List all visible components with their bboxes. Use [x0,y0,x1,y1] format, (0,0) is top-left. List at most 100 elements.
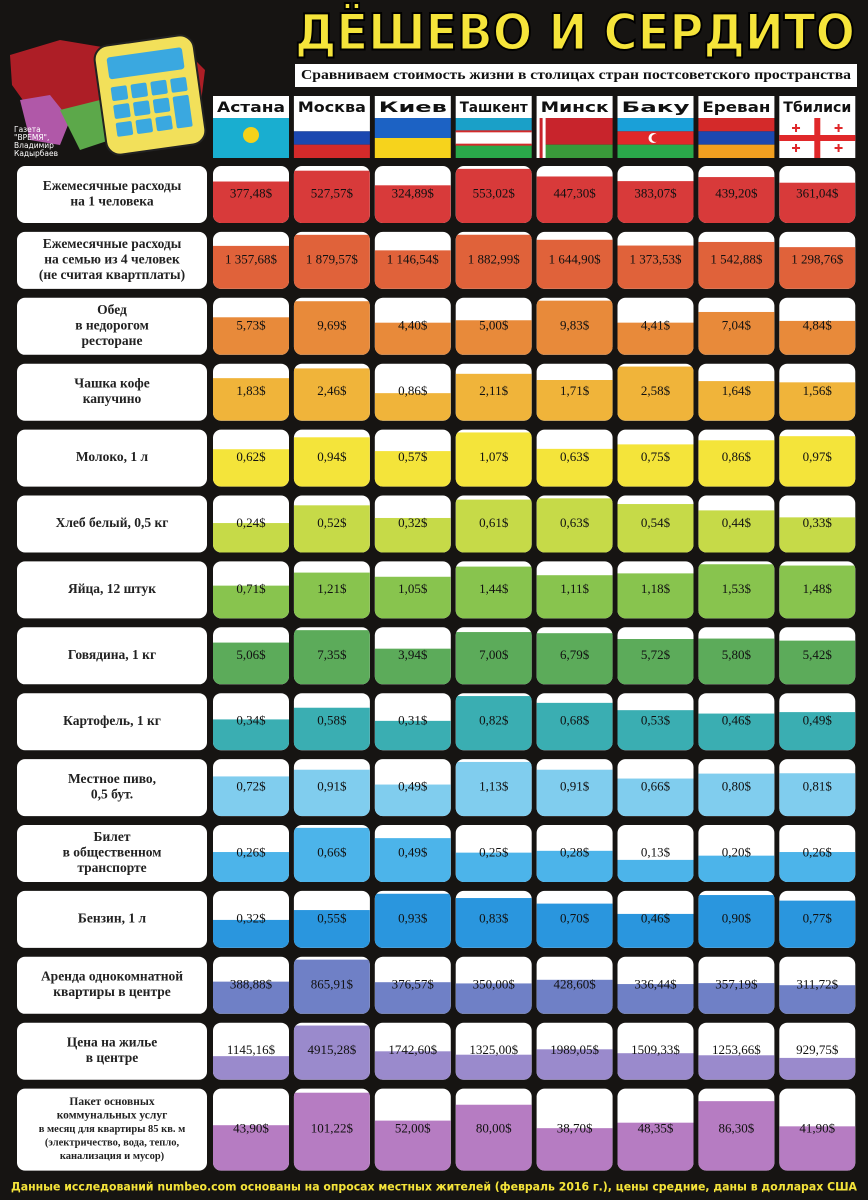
value-label: 52,00$ [395,1121,431,1136]
row-label-box [17,825,207,882]
value-label: 324,89$ [392,185,435,200]
value-fill [213,719,289,751]
flag-stripe [374,118,451,138]
value-fill [455,632,532,685]
row-label: Говядина, 1 кг [68,647,156,662]
value-label: 2,11$ [479,383,508,398]
value-fill [617,913,694,948]
row-label-box [17,429,207,487]
value-label: 6,79$ [560,647,590,662]
value-label: 0,54$ [641,515,671,530]
value-label: 1,18$ [641,581,671,596]
flag-stripe [617,144,694,158]
value-fill [536,702,613,751]
value-fill [779,565,856,619]
value-label: 4,84$ [803,317,833,332]
value-fill [213,642,289,685]
flag-stripe [536,144,613,158]
flag-stripe [698,118,775,132]
value-fill [455,983,532,1014]
value-label: 311,72$ [796,976,838,991]
value-fill [374,982,451,1014]
value-label: 0,49$ [398,844,428,859]
value-fill [617,322,694,355]
value-label: 0,62$ [236,449,266,464]
value-fill [293,630,370,685]
value-fill [698,983,775,1014]
value-fill [455,432,532,487]
value-fill [293,368,370,421]
row-label: на семью из 4 человек [44,251,180,266]
value-fill [536,1049,613,1080]
value-fill [536,448,613,487]
value-fill [455,1104,532,1171]
subtitle: Сравниваем стоимость жизни в столицах ст… [301,68,851,83]
value-fill [536,850,613,882]
value-label: 0,66$ [641,779,671,794]
credit: Газета [14,125,41,134]
value-label: 2,46$ [317,383,347,398]
value-label: 1,13$ [479,779,509,794]
map [60,100,110,150]
row-label-box [17,1088,207,1171]
value-label: 1742,60$ [388,1042,437,1057]
value-fill [293,1025,370,1080]
value-label: 9,69$ [317,317,347,332]
value-fill [617,778,694,817]
value-label: 0,68$ [560,713,590,728]
value-fill [455,373,532,421]
value-fill [293,1092,370,1171]
value-fill [617,181,694,223]
city-name: Тбилиси [783,100,851,116]
value-fill [698,381,775,421]
value-fill [698,773,775,817]
city-name: Баку [622,100,690,116]
value-label: 5,73$ [236,317,266,332]
value-fill [455,1054,532,1080]
value-label: 0,91$ [317,779,347,794]
value-fill [536,380,613,421]
value-fill [374,393,451,421]
city-box [617,96,694,118]
map [20,95,70,145]
flag-stripe [536,118,613,145]
row-label-box [17,363,207,421]
value-label: 0,44$ [722,515,752,530]
value-label: 1 644,90$ [549,251,602,266]
value-label: 0,32$ [236,910,266,925]
value-fill [698,177,775,223]
row-label-box [17,956,207,1014]
value-label: 0,58$ [317,713,347,728]
flag-crescent [651,134,660,142]
value-fill [779,517,856,553]
value-label: 1 542,88$ [710,251,763,266]
value-fill [213,776,289,817]
row-label-box [17,1022,207,1080]
value-label: 0,90$ [722,910,752,925]
value-label: 929,75$ [796,1042,839,1057]
value-label: 0,20$ [722,844,752,859]
row-label: в месяц для квартиры 85 кв. м [39,1124,186,1135]
value-fill [536,239,613,289]
value-label: 0,63$ [560,515,590,530]
row-label: ресторане [82,333,143,348]
value-label: 43,90$ [233,1121,269,1136]
value-label: 1,11$ [560,581,589,596]
value-fill [617,710,694,751]
value-fill [698,1055,775,1080]
flag-stripe [617,118,694,132]
footer: Данные исследований numbeo.com основаны … [11,1180,857,1194]
value-label: 0,31$ [398,713,428,728]
value-fill [374,250,451,289]
value-fill [698,440,775,487]
value-fill [536,769,613,817]
value-label: 0,55$ [317,910,347,925]
value-fill [617,504,694,553]
row-label: транспорте [77,860,146,875]
row-label: (электричество, вода, тепло, [45,1138,180,1149]
value-label: 439,20$ [715,185,758,200]
value-fill [779,852,856,882]
flag-stripe [698,144,775,158]
value-label: 0,72$ [236,779,266,794]
